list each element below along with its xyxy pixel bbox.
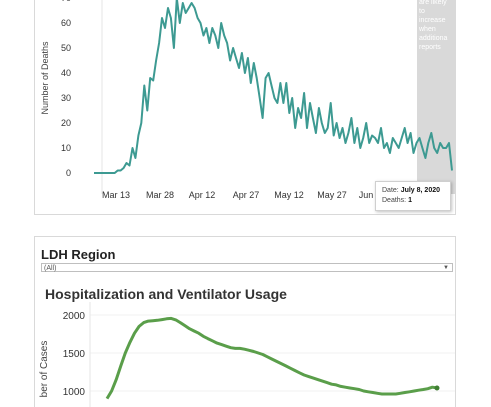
x-tick-label: Mar 28: [146, 190, 174, 200]
tooltip-deaths-row: Deaths: 1: [382, 196, 450, 206]
note-text-line: are likely: [419, 0, 447, 6]
x-tick-label: Jun: [359, 190, 374, 200]
hospitalization-chart-title: Hospitalization and Ventilator Usage: [45, 286, 287, 302]
y-tick-label: 1000: [63, 387, 86, 398]
region-select-value: (All): [44, 265, 57, 272]
y-axis-ticks: 2000 1500 1000: [63, 311, 455, 398]
deaths-chart-panel: are likely to increase when additiona reports…: [34, 0, 456, 215]
y-tick-label: 1500: [63, 349, 86, 360]
y-tick-label: 2000: [63, 311, 86, 322]
hospitalization-chart: 2000 1500 1000 ber of Cases: [39, 302, 455, 407]
tooltip-deaths-value: 1: [408, 197, 412, 204]
tooltip-deaths-label: Deaths:: [382, 197, 407, 204]
region-filter-title: LDH Region: [41, 247, 116, 262]
series-end-marker: [434, 385, 440, 391]
deaths-tooltip: Date: July 8, 2020 Deaths: 1: [375, 181, 451, 211]
deaths-chart: are likely to increase when additiona reports…: [40, 0, 455, 200]
x-axis-ticks: Mar 13 Mar 28 Apr 12 Apr 27 May 12 May 27 Jun: [102, 190, 373, 200]
incomplete-data-note: are likely to increase when additiona reports: [418, 0, 448, 51]
incomplete-data-shade: [417, 0, 455, 194]
y-tick-label: 30: [61, 93, 71, 103]
tooltip-date-row: Date: July 8, 2020: [382, 186, 450, 196]
hospitalized-series-line: [105, 316, 438, 400]
y-axis-label: Number of Deaths: [40, 41, 50, 115]
x-tick-label: May 12: [274, 190, 304, 200]
note-text-line: to: [419, 8, 425, 15]
y-tick-label: 70: [61, 0, 71, 3]
y-axis-label: ber of Cases: [39, 341, 50, 398]
y-tick-label: 50: [61, 43, 71, 53]
region-select[interactable]: (All) ▼: [41, 263, 453, 272]
y-axis-ticks: 0 10 20 30 40 50 60 70: [61, 0, 71, 178]
deaths-series-line: [94, 0, 453, 174]
y-tick-label: 0: [66, 168, 71, 178]
note-text-line: when: [418, 26, 436, 33]
x-tick-label: Mar 13: [102, 190, 130, 200]
x-tick-label: Apr 27: [233, 190, 260, 200]
tooltip-date-label: Date:: [382, 187, 399, 194]
y-tick-label: 40: [61, 68, 71, 78]
note-text-line: additiona: [419, 35, 448, 42]
chevron-down-icon: ▼: [443, 265, 449, 271]
tooltip-date-value: July 8, 2020: [400, 187, 440, 194]
y-tick-label: 20: [61, 118, 71, 128]
y-tick-label: 10: [61, 143, 71, 153]
note-text-line: increase: [419, 17, 446, 24]
note-text-line: reports: [419, 44, 441, 51]
x-tick-label: Apr 12: [189, 190, 216, 200]
x-tick-label: May 27: [317, 190, 347, 200]
y-tick-label: 60: [61, 18, 71, 28]
